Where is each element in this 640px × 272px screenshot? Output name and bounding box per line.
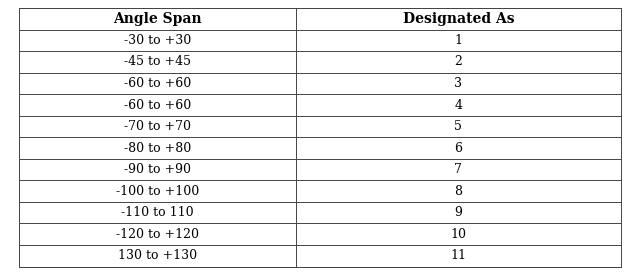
Text: Angle Span: Angle Span [113,12,202,26]
Text: -45 to +45: -45 to +45 [124,55,191,69]
Text: -70 to +70: -70 to +70 [124,120,191,133]
Text: 8: 8 [454,185,462,198]
Text: 2: 2 [454,55,462,69]
Text: 1: 1 [454,34,462,47]
Text: -110 to 110: -110 to 110 [121,206,194,219]
Text: -60 to +60: -60 to +60 [124,98,191,112]
Text: 7: 7 [454,163,462,176]
Text: -80 to +80: -80 to +80 [124,142,191,154]
Text: 5: 5 [454,120,462,133]
Text: -100 to +100: -100 to +100 [116,185,199,198]
Text: -120 to +120: -120 to +120 [116,228,199,241]
Text: 10: 10 [451,228,467,241]
Text: Designated As: Designated As [403,12,514,26]
Text: 130 to +130: 130 to +130 [118,249,197,262]
Text: 3: 3 [454,77,462,90]
Text: 11: 11 [451,249,467,262]
Text: 4: 4 [454,98,462,112]
Text: 9: 9 [454,206,462,219]
Text: -60 to +60: -60 to +60 [124,77,191,90]
Text: -90 to +90: -90 to +90 [124,163,191,176]
Text: -30 to +30: -30 to +30 [124,34,191,47]
Text: 6: 6 [454,142,462,154]
